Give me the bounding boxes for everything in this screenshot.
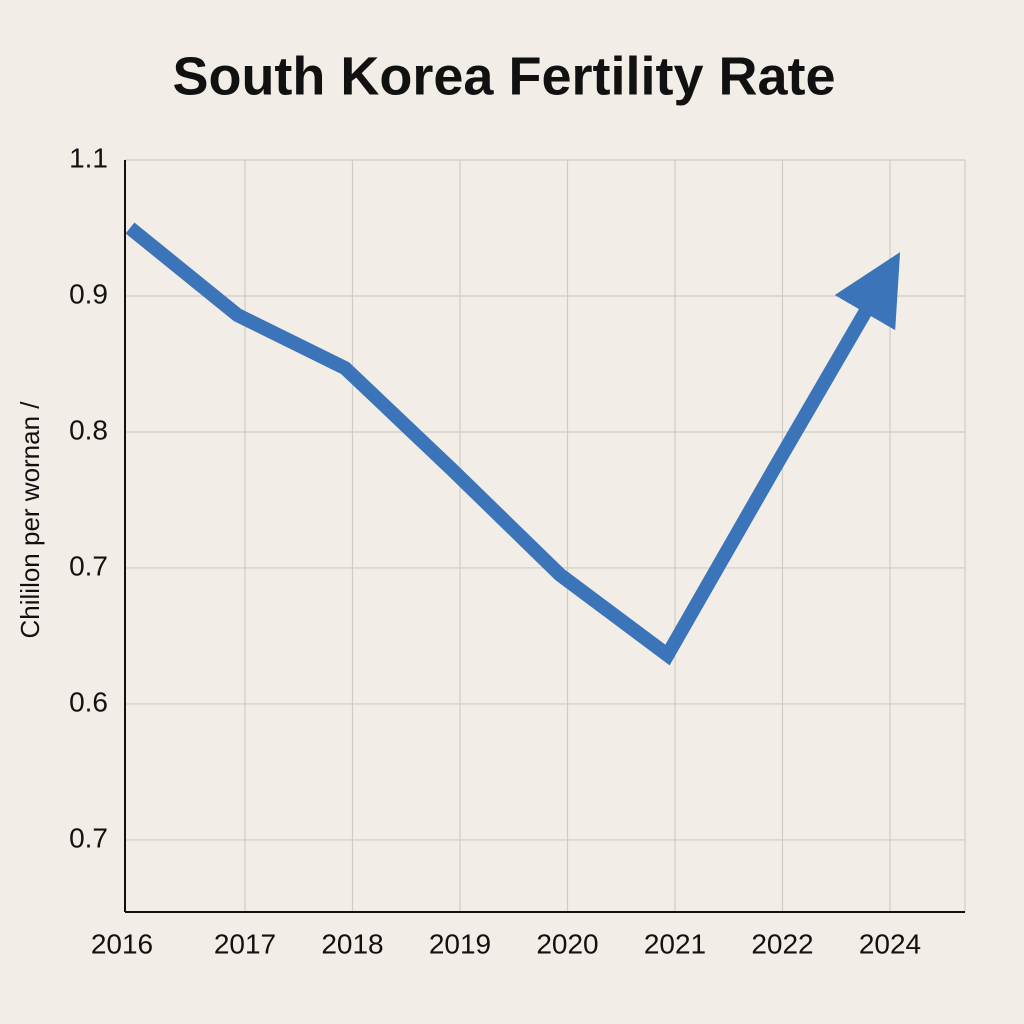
x-tick-label: 2017 <box>214 928 276 959</box>
y-tick-label: 0.8 <box>69 414 108 445</box>
x-tick-label: 2018 <box>321 928 383 959</box>
y-tick-label: 0.7 <box>69 550 108 581</box>
chart-title: South Korea Fertility Rate <box>172 46 835 106</box>
y-tick-label: 1.1 <box>69 142 108 173</box>
y-tick-label: 0.7 <box>69 822 108 853</box>
y-tick-label: 0.6 <box>69 686 108 717</box>
x-tick-label: 2022 <box>751 928 813 959</box>
x-tick-label: 2020 <box>536 928 598 959</box>
y-axis-label: Chililon per wornan / <box>15 401 45 639</box>
x-tick-label: 2024 <box>859 928 921 959</box>
x-tick-label: 2016 <box>91 928 153 959</box>
data-line <box>125 222 901 666</box>
x-tick-label: 2021 <box>644 928 706 959</box>
y-tick-label: 0.9 <box>69 278 108 309</box>
x-tick-label: 2019 <box>429 928 491 959</box>
